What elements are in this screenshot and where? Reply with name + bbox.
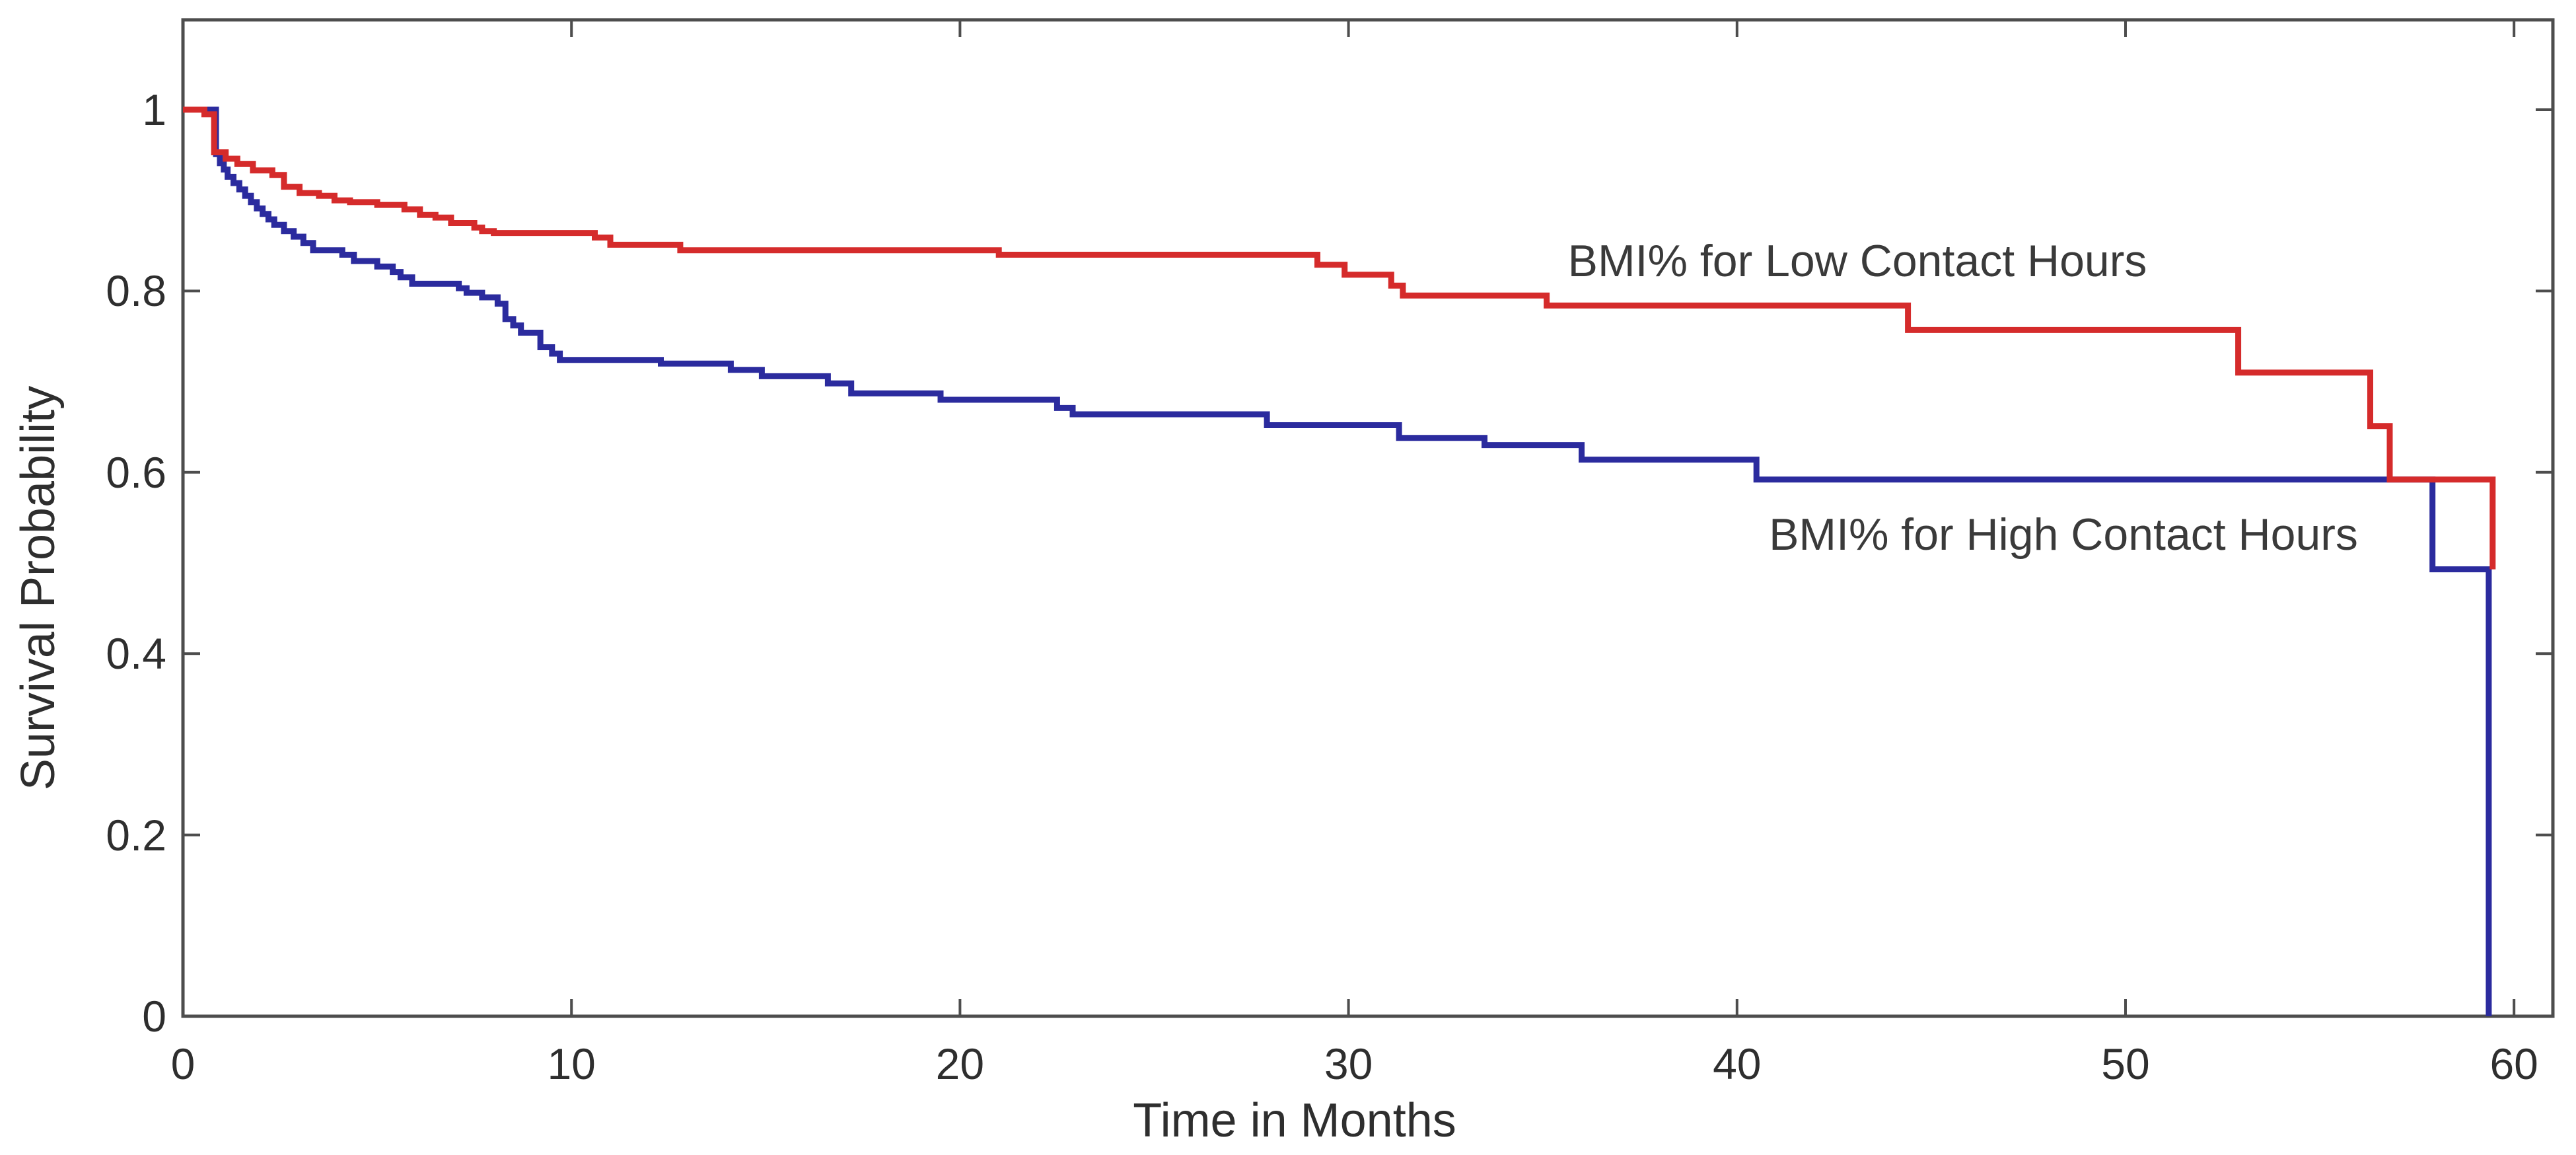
- y-tick-label-0: 0: [142, 992, 166, 1041]
- series-line-high-contact-hours: [183, 106, 2492, 1016]
- y-axis-title: Survival Probability: [12, 385, 65, 791]
- x-tick-label-60: 60: [2489, 1039, 2538, 1088]
- y-tick-label-0.2: 0.2: [106, 810, 166, 860]
- x-tick-label-20: 20: [935, 1039, 985, 1088]
- y-tick-label-0.8: 0.8: [106, 266, 166, 316]
- annotation-low-contact-hours: BMI% for Low Contact Hours: [1567, 236, 2147, 286]
- x-tick-label-40: 40: [1713, 1039, 1762, 1088]
- y-tick-label-0.6: 0.6: [106, 447, 166, 497]
- x-tick-label-50: 50: [2101, 1039, 2150, 1088]
- series-line-low-contact-hours: [183, 106, 2496, 570]
- x-tick-label-30: 30: [1324, 1039, 1373, 1088]
- y-tick-label-1: 1: [142, 85, 166, 134]
- plot-frame: [181, 18, 2555, 1018]
- x-axis-title: Time in Months: [1133, 1094, 1456, 1147]
- annotation-high-contact-hours: BMI% for High Contact Hours: [1769, 509, 2358, 560]
- x-tick-label-0: 0: [170, 1039, 196, 1088]
- y-tick-label-0.4: 0.4: [106, 629, 166, 679]
- x-tick-label-10: 10: [547, 1039, 596, 1088]
